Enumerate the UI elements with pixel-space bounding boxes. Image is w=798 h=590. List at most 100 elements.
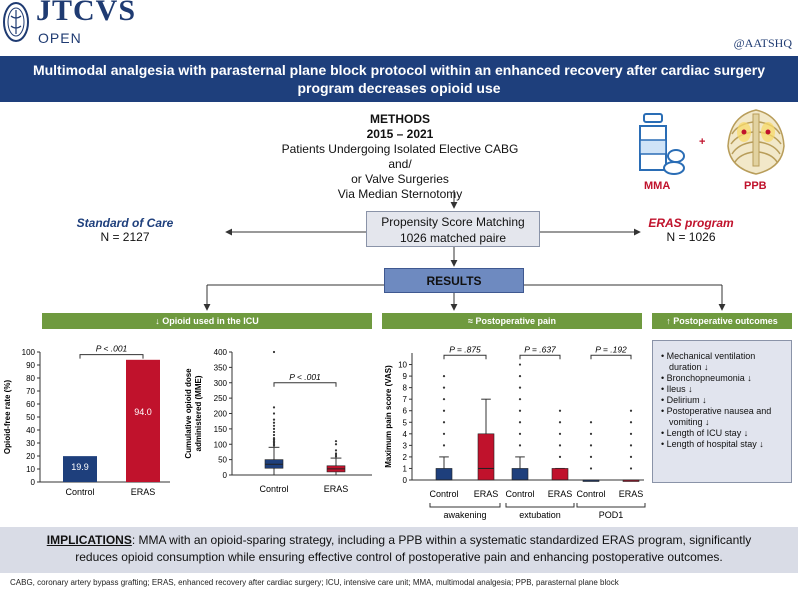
- outlier-point: [589, 455, 593, 459]
- outcomes-panel: • Mechanical ventilation duration ↓ • Bro…: [652, 340, 792, 483]
- box: [477, 433, 495, 481]
- box: [435, 468, 453, 481]
- outlier-point: [272, 412, 276, 415]
- y-tick-label: 400: [214, 348, 228, 357]
- outlier-point: [629, 455, 633, 459]
- chart-opioid-free-rate: 0 10 20 30 40 50 60 70 80 90 100 Opioid-free rate (…: [3, 344, 170, 497]
- title-line-2: program decreases opioid use: [297, 80, 501, 96]
- y-tick-label: 50: [26, 413, 35, 422]
- outlier-point: [272, 350, 276, 354]
- p-value-label: P = .637: [524, 344, 556, 354]
- y-tick-label: 200: [214, 410, 228, 419]
- outlier-point: [629, 421, 633, 424]
- outlier-point: [334, 452, 338, 455]
- group-label: POD1: [599, 510, 624, 520]
- group-label: extubation: [519, 510, 561, 520]
- outlier-point: [334, 443, 338, 446]
- x-tick-label: Control: [576, 489, 605, 499]
- outlier-point: [442, 409, 446, 412]
- p-value-label: P = .192: [595, 344, 627, 354]
- methods-block: METHODS 2015 – 2021 Patients Undergoing …: [270, 112, 530, 202]
- outlier-point: [272, 444, 276, 447]
- y-tick-label: 8: [403, 384, 408, 393]
- results-box: RESULTS: [384, 268, 524, 293]
- x-tick-label: ERAS: [474, 489, 499, 499]
- plus-sign: +: [699, 136, 706, 148]
- outlier-point: [272, 433, 276, 437]
- y-tick-label: 0: [223, 471, 228, 480]
- y-tick-label: 4: [403, 430, 408, 439]
- flow-connectors: [203, 190, 726, 311]
- psm-line-2: 1026 matched paire: [399, 231, 507, 245]
- y-axis-title: Opioid-free rate (%): [3, 380, 12, 455]
- significance-bracket: [443, 354, 487, 360]
- soc-n: N = 2127: [100, 230, 150, 244]
- y-tick-label: 30: [26, 439, 35, 448]
- outcome-item: • Length of ICU stay ↓: [661, 428, 749, 438]
- outlier-point: [272, 430, 276, 434]
- x-tick-label: Control: [65, 487, 94, 497]
- chart-cumulative-dose: 0 50 100 150 200 250 300 350 400 Cumulative opioi…: [184, 348, 372, 494]
- y-axis-title-line-2: administered (MME): [194, 375, 203, 451]
- outlier-point: [334, 440, 338, 443]
- methods-line-3: Via Median Sternotomy: [337, 187, 463, 201]
- y-tick-label: 60: [26, 400, 35, 409]
- journal-logo: JTCVS: [36, 0, 137, 27]
- outlier-point: [518, 444, 522, 447]
- implications-key: IMPLICATIONS: [46, 533, 132, 547]
- outlier-point: [589, 467, 593, 470]
- outlier-point: [518, 421, 522, 424]
- outlier-point: [334, 453, 338, 457]
- y-tick-label: 5: [403, 418, 408, 427]
- outlier-point: [272, 427, 276, 430]
- y-tick-label: 10: [398, 361, 407, 370]
- y-tick-label: 90: [26, 361, 35, 370]
- outcome-item: • Length of hospital stay ↓: [661, 439, 764, 449]
- bar: [126, 359, 160, 482]
- outlier-point: [589, 444, 593, 447]
- outlier-point: [629, 467, 633, 470]
- bar-value-label: 19.9: [71, 462, 89, 472]
- p-value-label: P < .001: [289, 372, 321, 382]
- y-tick-label: 300: [214, 379, 228, 388]
- ribcage-icon: [727, 109, 785, 175]
- y-axis-title: Maximum pain score (VAS): [384, 365, 393, 468]
- outlier-point: [518, 432, 522, 435]
- title-line-1: Multimodal analgesia with parasternal pl…: [32, 62, 766, 78]
- y-tick-label: 0: [403, 476, 408, 485]
- y-tick-label: 6: [403, 407, 408, 416]
- outlier-point: [589, 432, 593, 435]
- mma-label: MMA: [644, 180, 671, 192]
- outlier-point: [272, 441, 276, 444]
- outcome-item: • Ileus ↓: [661, 384, 693, 394]
- social-handle: @AATSHQ: [733, 36, 792, 50]
- y-tick-label: 80: [26, 374, 35, 383]
- outlier-point: [442, 444, 446, 447]
- outlier-point: [272, 424, 276, 427]
- x-tick-label: ERAS: [131, 487, 156, 497]
- outlier-point: [442, 432, 446, 435]
- outlier-point: [442, 374, 446, 378]
- y-tick-label: 2: [403, 453, 408, 462]
- y-tick-label: 20: [26, 452, 35, 461]
- outcomes-list: • Mechanical ventilation duration ↓ • Bro…: [661, 351, 785, 450]
- significance-bracket: [273, 382, 337, 387]
- y-tick-label: 50: [218, 456, 227, 465]
- y-tick-label: 100: [22, 348, 36, 357]
- outlier-point: [558, 455, 562, 459]
- outlier-point: [442, 386, 446, 389]
- group-bracket: [576, 503, 646, 508]
- outlier-point: [272, 443, 276, 446]
- outlier-point: [558, 432, 562, 435]
- methods-line-2: or Valve Surgeries: [351, 172, 449, 186]
- psm-line-1: Propensity Score Matching: [381, 215, 525, 229]
- x-tick-label: ERAS: [324, 484, 349, 494]
- outlier-point: [272, 437, 276, 440]
- outlier-point: [518, 386, 522, 389]
- eras-program: ERAS program N = 1026: [626, 216, 756, 244]
- outlier-point: [272, 421, 276, 424]
- outlier-point: [334, 455, 338, 458]
- significance-bracket: [519, 354, 561, 360]
- x-tick-label: Control: [259, 484, 288, 494]
- y-tick-label: 1: [403, 464, 408, 473]
